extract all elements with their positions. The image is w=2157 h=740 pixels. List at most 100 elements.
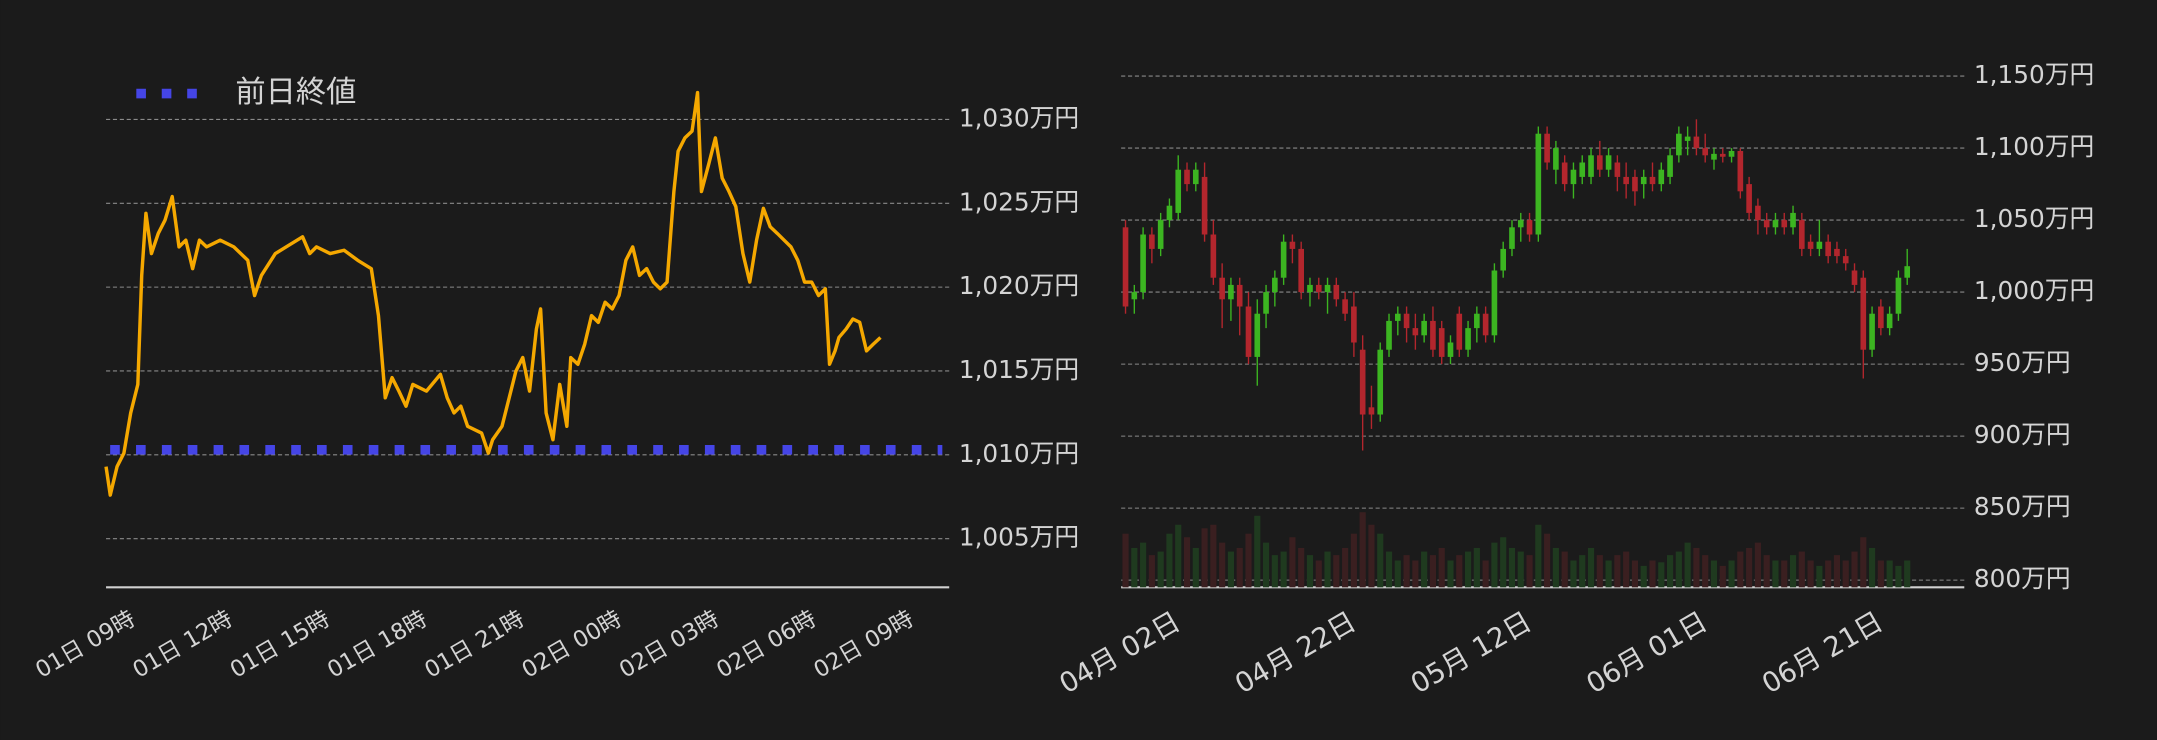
volume-bar — [1526, 555, 1533, 588]
volume-bar — [1438, 547, 1445, 588]
volume-bar — [1693, 547, 1700, 588]
volume-bar — [1192, 547, 1199, 588]
volume-bar — [1429, 555, 1437, 588]
volume-bar — [1201, 528, 1208, 588]
candle-body — [1509, 227, 1515, 249]
candle-body — [1430, 320, 1436, 350]
volume-bar — [1122, 533, 1129, 588]
candle-body — [1456, 313, 1463, 350]
volume-bar — [1333, 555, 1340, 588]
candle-body — [1201, 176, 1208, 235]
candle-body — [1403, 313, 1410, 329]
candle-body — [1412, 328, 1419, 336]
candle-body — [1781, 220, 1788, 228]
candle-body — [1447, 342, 1454, 357]
candle-body — [1157, 220, 1164, 249]
volume-bar — [1271, 555, 1278, 588]
volume-bar — [1175, 524, 1182, 588]
volume-bar — [1710, 560, 1718, 588]
candle-body — [1254, 313, 1261, 357]
candle-body — [1605, 155, 1612, 170]
candle-body — [1886, 313, 1893, 329]
candle-body — [1298, 248, 1304, 293]
volume-bar — [1895, 565, 1902, 588]
volume-bar — [1754, 542, 1761, 588]
candle-body — [1693, 136, 1700, 149]
candle-body — [1895, 277, 1902, 314]
volume-bar — [1535, 524, 1542, 588]
y-tick-label: 950万円 — [1974, 348, 2071, 377]
candle-body — [1904, 266, 1911, 278]
candle-body — [1131, 292, 1138, 300]
volume-bar — [1789, 555, 1797, 588]
candle-body — [1772, 220, 1779, 228]
candle-body — [1386, 320, 1392, 350]
volume-bar — [1280, 551, 1287, 588]
volume-bar — [1614, 555, 1621, 588]
candle-body — [1272, 277, 1278, 293]
volume-bar — [1561, 551, 1568, 588]
volume-bar — [1596, 555, 1603, 588]
volume-bar — [1289, 537, 1296, 588]
candle-body — [1175, 169, 1182, 213]
volume-bar — [1904, 560, 1911, 588]
candle-body — [1799, 220, 1805, 249]
volume-bar — [1816, 565, 1823, 588]
volume-bar — [1798, 551, 1805, 588]
volume-bar — [1491, 542, 1498, 588]
volume-bar — [1219, 542, 1226, 588]
volume-bar — [1140, 542, 1147, 588]
y-tick-label: 800万円 — [1974, 564, 2071, 593]
candle-body — [1192, 169, 1199, 185]
volume-bar — [1254, 515, 1261, 588]
y-tick-label: 1,005万円 — [959, 523, 1079, 552]
candle-body — [1324, 284, 1331, 293]
candle-body — [1526, 220, 1533, 235]
candle-body — [1421, 320, 1427, 336]
candle-body — [1614, 162, 1621, 177]
y-tick-label: 1,020万円 — [959, 271, 1079, 300]
volume-bar — [1306, 555, 1314, 588]
volume-bar — [1350, 533, 1357, 588]
candle-body — [1438, 328, 1445, 357]
candle-body — [1807, 241, 1814, 249]
candle-body — [1702, 148, 1709, 156]
volume-bar — [1262, 542, 1270, 588]
volume-bar — [1579, 555, 1586, 588]
volume-bar — [1605, 560, 1612, 588]
volume-bar — [1666, 555, 1674, 588]
volume-bar — [1860, 537, 1867, 588]
candle-body — [1579, 162, 1586, 177]
candle-body — [1658, 169, 1665, 185]
candle-body — [1596, 155, 1603, 170]
volume-bar — [1851, 551, 1858, 588]
candle-body — [1359, 349, 1366, 415]
volume-bar — [1473, 547, 1480, 588]
volume-bar — [1877, 560, 1884, 588]
volume-bar — [1183, 537, 1191, 588]
y-tick-label: 1,100万円 — [1974, 132, 2094, 161]
candle-body — [1842, 256, 1849, 264]
volume-bar — [1403, 555, 1410, 588]
candle-body — [1851, 270, 1858, 285]
candle-body — [1289, 241, 1296, 249]
volume-bar — [1640, 565, 1647, 588]
volume-bar — [1631, 560, 1639, 588]
volume-bar — [1552, 547, 1559, 588]
volume-bar — [1157, 551, 1164, 588]
candle-body — [1553, 148, 1559, 170]
volume-bar — [1421, 551, 1428, 588]
candle-body — [1746, 184, 1752, 213]
volume-bar — [1623, 551, 1630, 588]
candle-body — [1122, 227, 1129, 307]
candle-body — [1394, 313, 1401, 321]
volume-bar — [1394, 560, 1401, 588]
candle-body — [1166, 205, 1173, 221]
y-tick-label: 1,030万円 — [959, 103, 1079, 132]
volume-bar — [1649, 560, 1656, 588]
candle-body — [1315, 284, 1322, 293]
volume-bar — [1342, 547, 1349, 588]
candle-body — [1465, 328, 1471, 350]
candle-body — [1307, 284, 1313, 293]
